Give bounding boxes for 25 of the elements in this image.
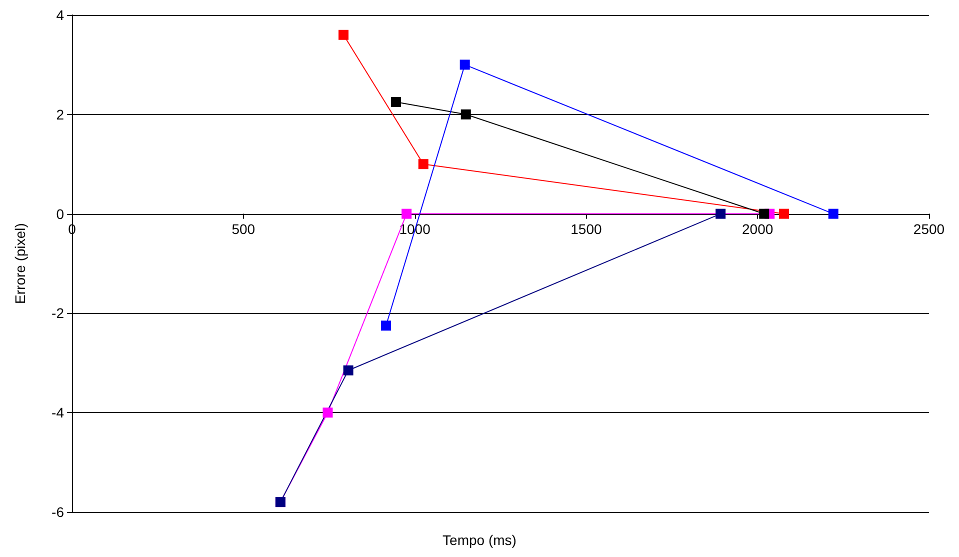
point bbox=[322, 408, 333, 418]
point bbox=[460, 60, 470, 70]
x-axis-title: Tempo (ms) bbox=[442, 532, 516, 548]
point bbox=[759, 208, 770, 219]
x-tick-label: 1500 bbox=[570, 220, 602, 237]
y-tick-label: 4 bbox=[56, 7, 64, 23]
y-tick-label: -6 bbox=[52, 504, 64, 520]
point bbox=[828, 208, 838, 219]
y-tick-label: 2 bbox=[56, 106, 64, 122]
y-tick-label: 0 bbox=[56, 206, 64, 222]
point bbox=[778, 208, 789, 219]
x-tick-label: 500 bbox=[232, 220, 256, 237]
point bbox=[402, 208, 412, 219]
point bbox=[460, 109, 471, 120]
point bbox=[381, 320, 392, 331]
y-tick-label: -4 bbox=[52, 404, 64, 421]
y-axis-title: Errore (pixel) bbox=[12, 223, 28, 304]
x-tick-label: 2500 bbox=[913, 220, 945, 237]
x-tick-label: 2000 bbox=[742, 220, 774, 237]
point bbox=[338, 30, 348, 40]
point bbox=[343, 365, 354, 376]
point bbox=[390, 96, 401, 107]
y-tick-label: -2 bbox=[52, 305, 64, 322]
point bbox=[418, 159, 428, 170]
point bbox=[716, 208, 726, 219]
